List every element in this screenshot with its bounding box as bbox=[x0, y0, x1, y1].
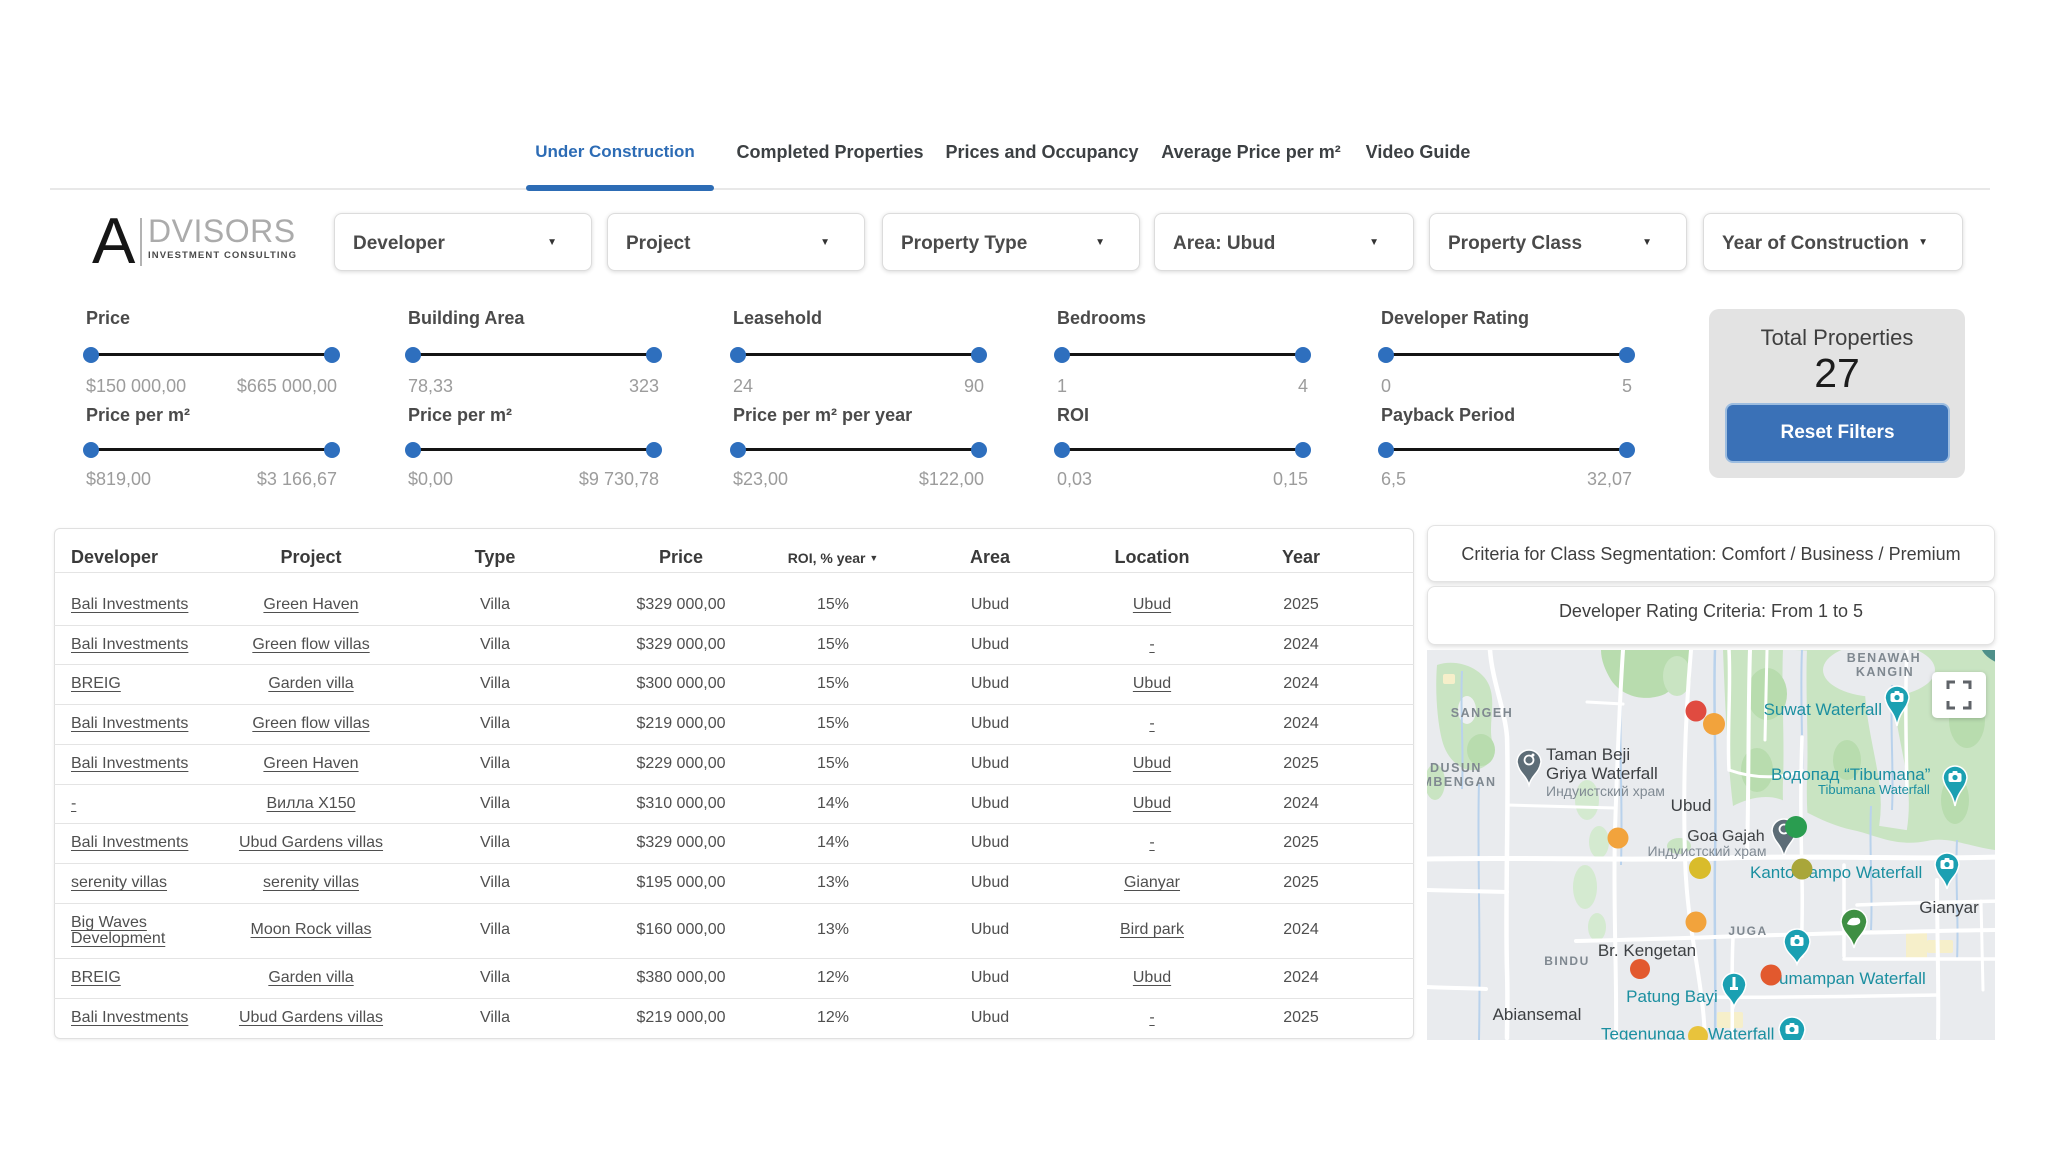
svg-text:KANGIN: KANGIN bbox=[1856, 665, 1914, 679]
svg-text:BENAWAH: BENAWAH bbox=[1847, 651, 1921, 665]
svg-text:Ubud: Ubud bbox=[1671, 796, 1712, 815]
svg-text:Suwat Waterfall: Suwat Waterfall bbox=[1764, 700, 1882, 719]
svg-text:Br. Kengetan: Br. Kengetan bbox=[1598, 941, 1696, 960]
svg-text:Tegenunga: Tegenunga bbox=[1601, 1025, 1686, 1041]
svg-text:DUSUN: DUSUN bbox=[1430, 761, 1482, 775]
svg-text:Gianyar: Gianyar bbox=[1919, 898, 1979, 917]
svg-text:Индуистский храм: Индуистский храм bbox=[1546, 783, 1665, 799]
svg-text:Taman Beji: Taman Beji bbox=[1546, 745, 1630, 764]
svg-text:Abiansemal: Abiansemal bbox=[1493, 1005, 1582, 1024]
svg-text:Patung Bayi: Patung Bayi bbox=[1626, 987, 1718, 1006]
svg-text:MBENGAN: MBENGAN bbox=[1427, 775, 1497, 789]
svg-text:BINDU: BINDU bbox=[1544, 954, 1590, 968]
svg-text:Индуистский храм: Индуистский храм bbox=[1648, 843, 1767, 859]
svg-text:JUGA: JUGA bbox=[1728, 924, 1767, 938]
svg-text:Griya Waterfall: Griya Waterfall bbox=[1546, 764, 1658, 783]
svg-text:Waterfall: Waterfall bbox=[1708, 1025, 1774, 1041]
svg-text:Tibumana Waterfall: Tibumana Waterfall bbox=[1818, 782, 1930, 797]
svg-text:Kanto Lampo Waterfall: Kanto Lampo Waterfall bbox=[1750, 863, 1922, 882]
svg-text:Водопад “Tibumana”: Водопад “Tibumana” bbox=[1771, 765, 1931, 784]
svg-text:umampan Waterfall: umampan Waterfall bbox=[1779, 969, 1926, 988]
svg-text:Goa Gajah: Goa Gajah bbox=[1687, 828, 1764, 845]
svg-text:SANGEH: SANGEH bbox=[1451, 706, 1513, 720]
